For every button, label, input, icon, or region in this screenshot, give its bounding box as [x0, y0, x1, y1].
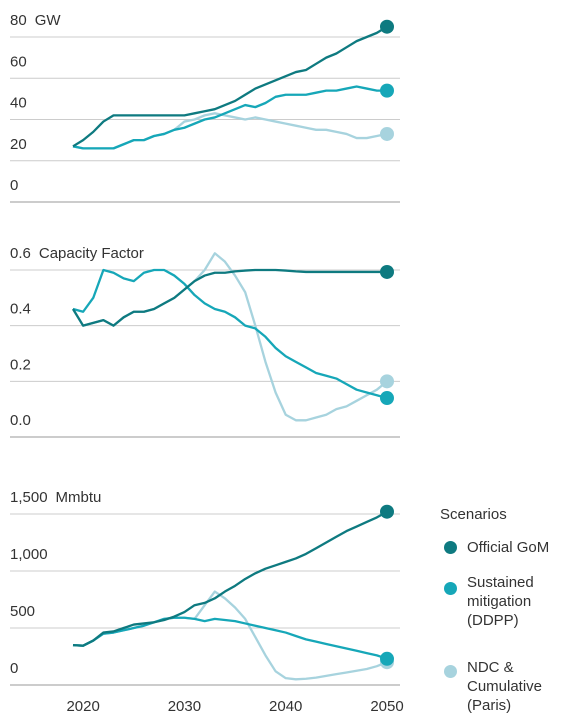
legend-swatch: [444, 541, 457, 554]
series-line: [72, 85, 387, 150]
series-line: [72, 112, 388, 150]
x-tick-label: 2050: [370, 698, 403, 715]
series-line: [72, 590, 388, 681]
series-line: [72, 268, 388, 400]
legend-label: NDC & Cumulative (Paris): [467, 659, 543, 714]
series-line: [72, 510, 388, 647]
x-tick-label: 2020: [66, 698, 99, 715]
legend-swatch: [444, 582, 457, 595]
end-marker: [380, 504, 394, 519]
y-tick-label: 1,500: [10, 489, 48, 506]
legend-label: Sustained mitigation (DDPP): [467, 574, 534, 629]
y-tick-label: 500: [10, 603, 35, 620]
series-line: [72, 25, 388, 148]
end-marker: [380, 264, 394, 279]
y-tick-label: 0.0: [10, 412, 31, 429]
series-line: [72, 268, 387, 327]
y-tick-label: 80: [10, 12, 27, 29]
y-axis-label: GW: [35, 12, 62, 29]
end-marker: [380, 391, 394, 406]
y-axis-label: Capacity Factor: [39, 245, 144, 262]
y-tick-label: 60: [10, 53, 27, 70]
y-tick-label: 0.4: [10, 301, 31, 318]
y-tick-label: 0.2: [10, 356, 31, 373]
legend-swatch: [444, 665, 457, 678]
y-tick-label: 40: [10, 95, 27, 112]
y-tick-label: 20: [10, 136, 27, 153]
end-marker: [380, 83, 394, 98]
x-tick-label: 2030: [168, 698, 201, 715]
series-line: [72, 616, 388, 660]
y-tick-label: 0.6: [10, 245, 31, 262]
end-marker: [380, 651, 394, 666]
end-marker: [380, 126, 394, 141]
series-line: [72, 252, 388, 422]
y-tick-label: 0: [10, 177, 18, 194]
y-tick-label: 1,000: [10, 546, 48, 563]
legend-title: Scenarios: [440, 506, 507, 523]
y-tick-label: 0: [10, 660, 18, 677]
y-axis-label: Mmbtu: [56, 489, 102, 506]
legend-label: Official GoM: [467, 539, 550, 556]
end-marker: [380, 374, 394, 389]
end-marker: [380, 19, 394, 34]
x-tick-label: 2040: [269, 698, 302, 715]
